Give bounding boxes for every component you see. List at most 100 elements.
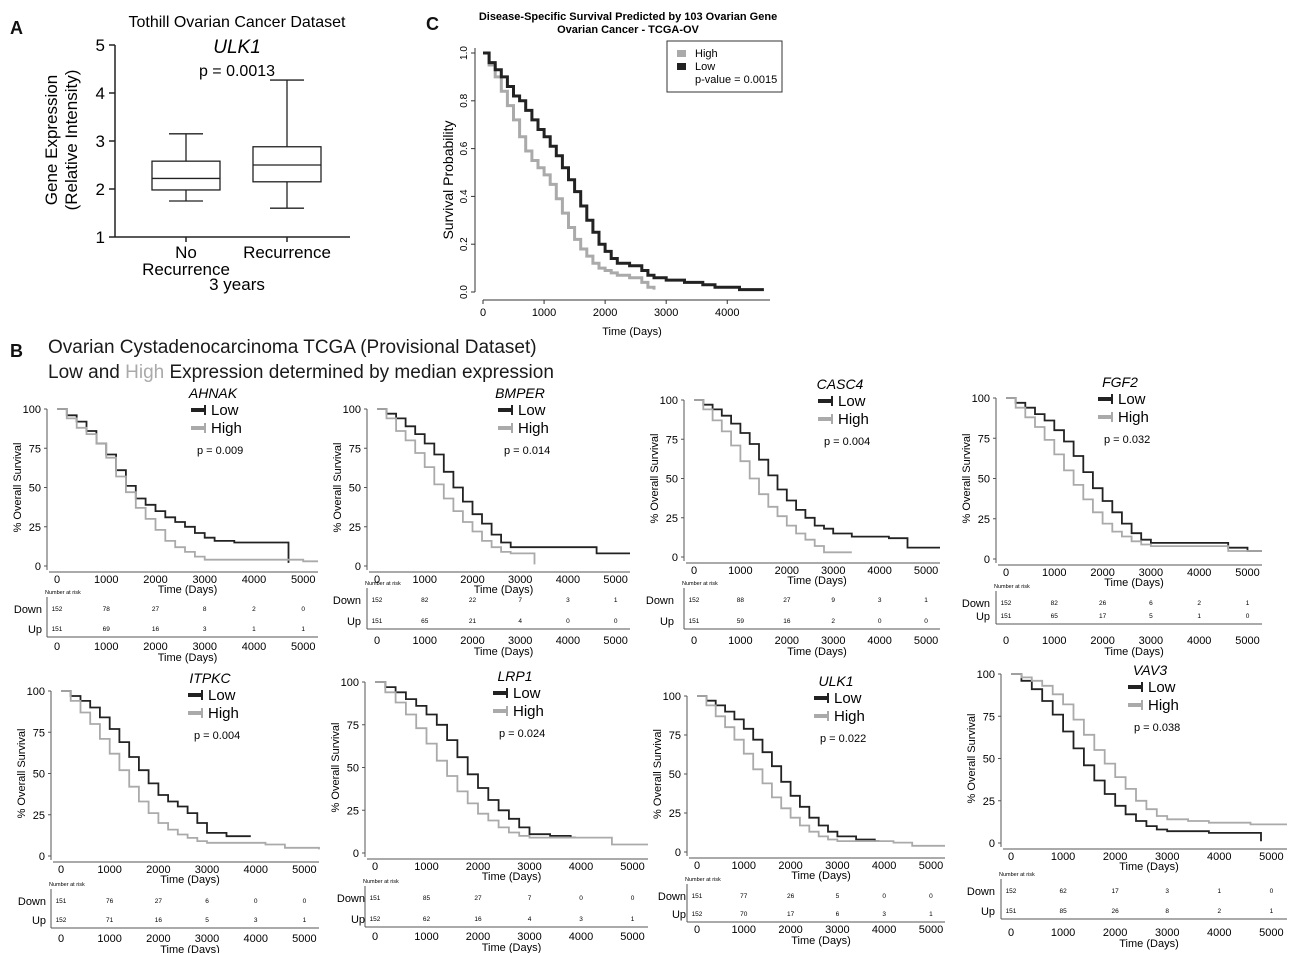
- risk-x-tick-label: 3000: [195, 933, 219, 945]
- km-x-tick-label: 4000: [867, 565, 891, 577]
- km-ylabel: % Overall Survival: [12, 443, 24, 533]
- km-curve-low: [61, 690, 251, 838]
- km-y-tick-label: 25: [347, 805, 359, 817]
- risk-value-up: 3: [882, 911, 886, 918]
- risk-value-down: 1: [1217, 888, 1221, 895]
- risk-value-up: 151: [1006, 908, 1017, 915]
- risk-x-tick-label: 0: [58, 933, 64, 945]
- km-c-legend-low-swatch: [677, 63, 686, 70]
- risk-value-down: 22: [469, 597, 477, 604]
- risk-x-tick-label: 3000: [1155, 927, 1179, 939]
- km-c-curve-low: [483, 51, 764, 292]
- km-y-tick-label: 25: [33, 810, 45, 822]
- km-legend-high-label: High: [518, 420, 549, 437]
- km-c-x-tick-label: 1000: [532, 307, 556, 319]
- km-y-tick-label: 100: [977, 669, 995, 681]
- km-gene-title: LRP1: [497, 668, 532, 684]
- box-y-tick-label: 1: [96, 228, 105, 247]
- risk-value-down: 3: [878, 597, 882, 604]
- km-y-tick-label: 100: [27, 686, 45, 698]
- risk-x-tick-label: 4000: [243, 933, 267, 945]
- risk-row-label-up: Up: [660, 616, 674, 628]
- risk-row-label-up: Up: [351, 914, 365, 926]
- risk-xlabel: Time (Days): [787, 646, 846, 658]
- km-c-x-tick-label: 4000: [715, 307, 739, 319]
- risk-value-up: 16: [474, 916, 482, 923]
- km-pvalue: p = 0.038: [1134, 722, 1180, 734]
- km-c-x-tick-label: 0: [480, 307, 486, 319]
- box-plot-ylabel-2: (Relative Intensity): [62, 70, 81, 211]
- risk-value-down: 3: [566, 597, 570, 604]
- risk-value-up: 0: [924, 618, 928, 625]
- risk-table-title: Number at risk: [999, 872, 1035, 878]
- km-legend-high-label: High: [1118, 409, 1149, 426]
- km-y-tick-label: 100: [341, 677, 359, 689]
- risk-value-down: 9: [831, 597, 835, 604]
- km-pvalue: p = 0.004: [824, 436, 870, 448]
- risk-value-up: 1: [631, 916, 635, 923]
- km-curve-low: [1011, 673, 1262, 842]
- km-curve-low: [57, 408, 290, 563]
- risk-x-tick-label: 2000: [146, 933, 170, 945]
- risk-x-tick-label: 3000: [192, 641, 216, 653]
- risk-x-tick-label: 4000: [569, 931, 593, 943]
- km-x-tick-label: 0: [1008, 851, 1014, 863]
- risk-value-up: 1: [1270, 908, 1274, 915]
- risk-value-up: 70: [740, 911, 748, 918]
- risk-value-down: 7: [518, 597, 522, 604]
- km-y-tick-label: 50: [349, 483, 361, 495]
- risk-value-down: 5: [836, 893, 840, 900]
- km-legend-low-label: Low: [518, 402, 546, 419]
- risk-value-up: 21: [469, 618, 477, 625]
- km-y-tick-label: 0: [35, 561, 41, 573]
- km-curve-high: [375, 681, 648, 846]
- km-x-tick-label: 5000: [1235, 567, 1259, 579]
- km-y-tick-label: 0: [355, 561, 361, 573]
- risk-x-tick-label: 0: [691, 635, 697, 647]
- risk-value-down: 85: [423, 895, 431, 902]
- risk-value-down: 17: [1112, 888, 1120, 895]
- km-y-tick-label: 75: [347, 720, 359, 732]
- km-x-tick-label: 4000: [556, 574, 580, 586]
- risk-value-down: 2: [252, 606, 256, 613]
- risk-value-up: 152: [56, 917, 67, 924]
- risk-value-down: 152: [1001, 600, 1012, 607]
- km-y-tick-label: 100: [972, 393, 990, 405]
- km-y-tick-label: 50: [33, 769, 45, 781]
- risk-value-down: 151: [692, 893, 703, 900]
- box-iqr: [151, 160, 221, 191]
- km-ylabel: % Overall Survival: [16, 729, 28, 819]
- km-curve-low: [377, 408, 630, 555]
- km-x-tick-label: 1000: [412, 574, 436, 586]
- km-x-tick-label: 2000: [466, 861, 490, 873]
- risk-x-tick-label: 5000: [291, 641, 315, 653]
- km-c-legend: High Low p-value = 0.0015: [666, 40, 783, 93]
- km-c-xlabel: Time (Days): [602, 326, 661, 338]
- km-x-tick-label: 2000: [143, 574, 167, 586]
- risk-value-up: 1: [1197, 613, 1201, 620]
- km-ylabel: % Overall Survival: [961, 434, 973, 524]
- risk-x-tick-label: 0: [374, 635, 380, 647]
- risk-value-up: 8: [1165, 908, 1169, 915]
- km-curve-low: [1006, 397, 1262, 552]
- risk-value-up: 1: [303, 917, 307, 924]
- km-y-tick-label: 0: [39, 851, 45, 863]
- risk-value-up: 1: [252, 626, 256, 633]
- km-x-tick-label: 2000: [775, 565, 799, 577]
- risk-x-tick-label: 3000: [821, 635, 845, 647]
- risk-value-up: 151: [372, 618, 383, 625]
- km-legend-high-label: High: [1148, 697, 1179, 714]
- km-curve-high: [1006, 397, 1262, 552]
- km-gene-title: VAV3: [1133, 662, 1167, 678]
- km-y-tick-label: 0: [989, 838, 995, 850]
- km-ylabel: % Overall Survival: [652, 729, 664, 819]
- risk-xlabel: Time (Days): [1119, 938, 1178, 950]
- risk-value-down: 27: [155, 898, 163, 905]
- km-pvalue: p = 0.014: [504, 445, 550, 457]
- risk-value-down: 78: [103, 606, 111, 613]
- risk-value-up: 17: [787, 911, 795, 918]
